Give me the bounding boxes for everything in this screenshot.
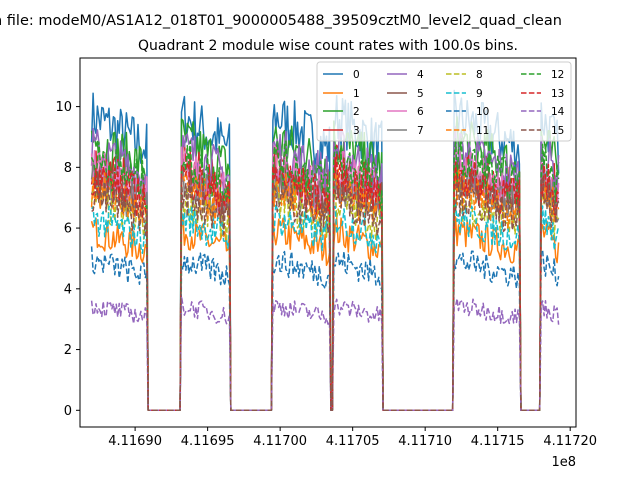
y-tick-label: 4 (64, 282, 72, 297)
chart-title: Quadrant 2 module wise count rates with … (138, 38, 518, 54)
legend-label-9: 9 (476, 88, 483, 100)
legend-label-3: 3 (353, 125, 360, 137)
legend-label-0: 0 (353, 69, 360, 81)
x-tick-label: 4.11720 (543, 434, 597, 449)
legend-label-4: 4 (417, 69, 424, 81)
y-tick-label: 6 (64, 222, 72, 237)
legend-label-10: 10 (476, 106, 489, 118)
y-tick-label: 10 (55, 100, 72, 115)
series-line-11 (90, 168, 560, 412)
x-tick-label: 4.11700 (253, 434, 307, 449)
series-line-12 (90, 138, 560, 412)
y-tick-label: 0 (64, 404, 72, 419)
legend-label-8: 8 (476, 69, 483, 81)
series-line-14 (90, 295, 560, 412)
suptitle: n file: modeM0/AS1A12_018T01_9000005488_… (0, 13, 562, 29)
legend-label-12: 12 (551, 69, 564, 81)
ticks-layer: 4.11690 4.11695 4.11700 4.11705 4.11710 4.117… (55, 100, 597, 449)
legend-box (316, 61, 572, 142)
x-tick-label: 4.11710 (398, 434, 452, 449)
series-line-15 (91, 176, 560, 412)
x-offset-label: 1e8 (551, 455, 576, 470)
x-tick-label: 4.11705 (326, 434, 380, 449)
legend-label-5: 5 (417, 88, 424, 100)
legend-label-15: 15 (551, 125, 564, 137)
legend-label-6: 6 (417, 106, 424, 118)
legend-label-2: 2 (353, 106, 360, 118)
legend-label-13: 13 (551, 88, 564, 100)
legend-label-1: 1 (353, 88, 360, 100)
x-tick-label: 4.11690 (108, 434, 162, 449)
y-tick-label: 8 (64, 161, 72, 176)
legend-label-7: 7 (417, 125, 424, 137)
x-tick-label: 4.11695 (181, 434, 235, 449)
series-line-8 (90, 182, 559, 412)
legend-label-11: 11 (476, 125, 489, 137)
x-tick-label: 4.11715 (471, 434, 525, 449)
legend-label-14: 14 (551, 106, 565, 118)
y-tick-label: 2 (64, 343, 72, 358)
